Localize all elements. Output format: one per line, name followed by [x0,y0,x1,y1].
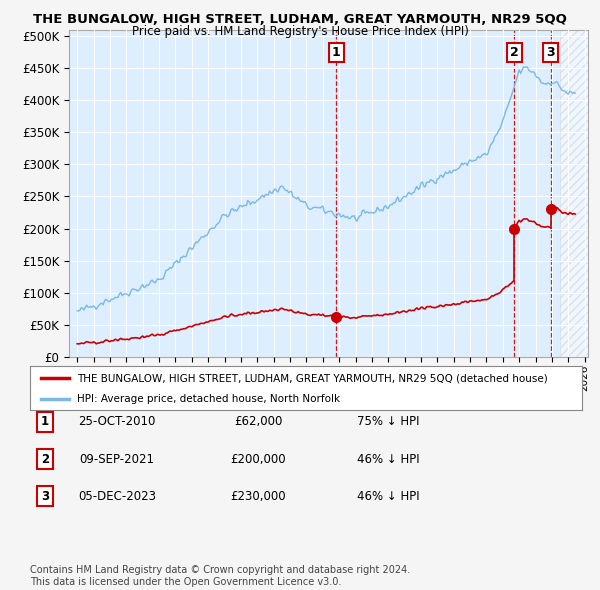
Text: Contains HM Land Registry data © Crown copyright and database right 2024.
This d: Contains HM Land Registry data © Crown c… [30,565,410,587]
Text: 2: 2 [41,453,49,466]
Text: THE BUNGALOW, HIGH STREET, LUDHAM, GREAT YARMOUTH, NR29 5QQ (detached house): THE BUNGALOW, HIGH STREET, LUDHAM, GREAT… [77,373,548,383]
Text: £230,000: £230,000 [230,490,286,503]
Text: HPI: Average price, detached house, North Norfolk: HPI: Average price, detached house, Nort… [77,394,340,404]
Text: £200,000: £200,000 [230,453,286,466]
Text: 25-OCT-2010: 25-OCT-2010 [79,415,155,428]
Text: 1: 1 [332,46,341,59]
Text: 75% ↓ HPI: 75% ↓ HPI [357,415,419,428]
Text: £62,000: £62,000 [234,415,282,428]
Text: 1: 1 [41,415,49,428]
Text: Price paid vs. HM Land Registry's House Price Index (HPI): Price paid vs. HM Land Registry's House … [131,25,469,38]
Text: THE BUNGALOW, HIGH STREET, LUDHAM, GREAT YARMOUTH, NR29 5QQ: THE BUNGALOW, HIGH STREET, LUDHAM, GREAT… [33,13,567,26]
Text: 3: 3 [547,46,555,59]
Text: 46% ↓ HPI: 46% ↓ HPI [357,453,419,466]
Text: 2: 2 [510,46,518,59]
Text: 05-DEC-2023: 05-DEC-2023 [78,490,156,503]
Bar [560,30,588,357]
Text: 3: 3 [41,490,49,503]
Text: 09-SEP-2021: 09-SEP-2021 [79,453,155,466]
Text: 46% ↓ HPI: 46% ↓ HPI [357,490,419,503]
